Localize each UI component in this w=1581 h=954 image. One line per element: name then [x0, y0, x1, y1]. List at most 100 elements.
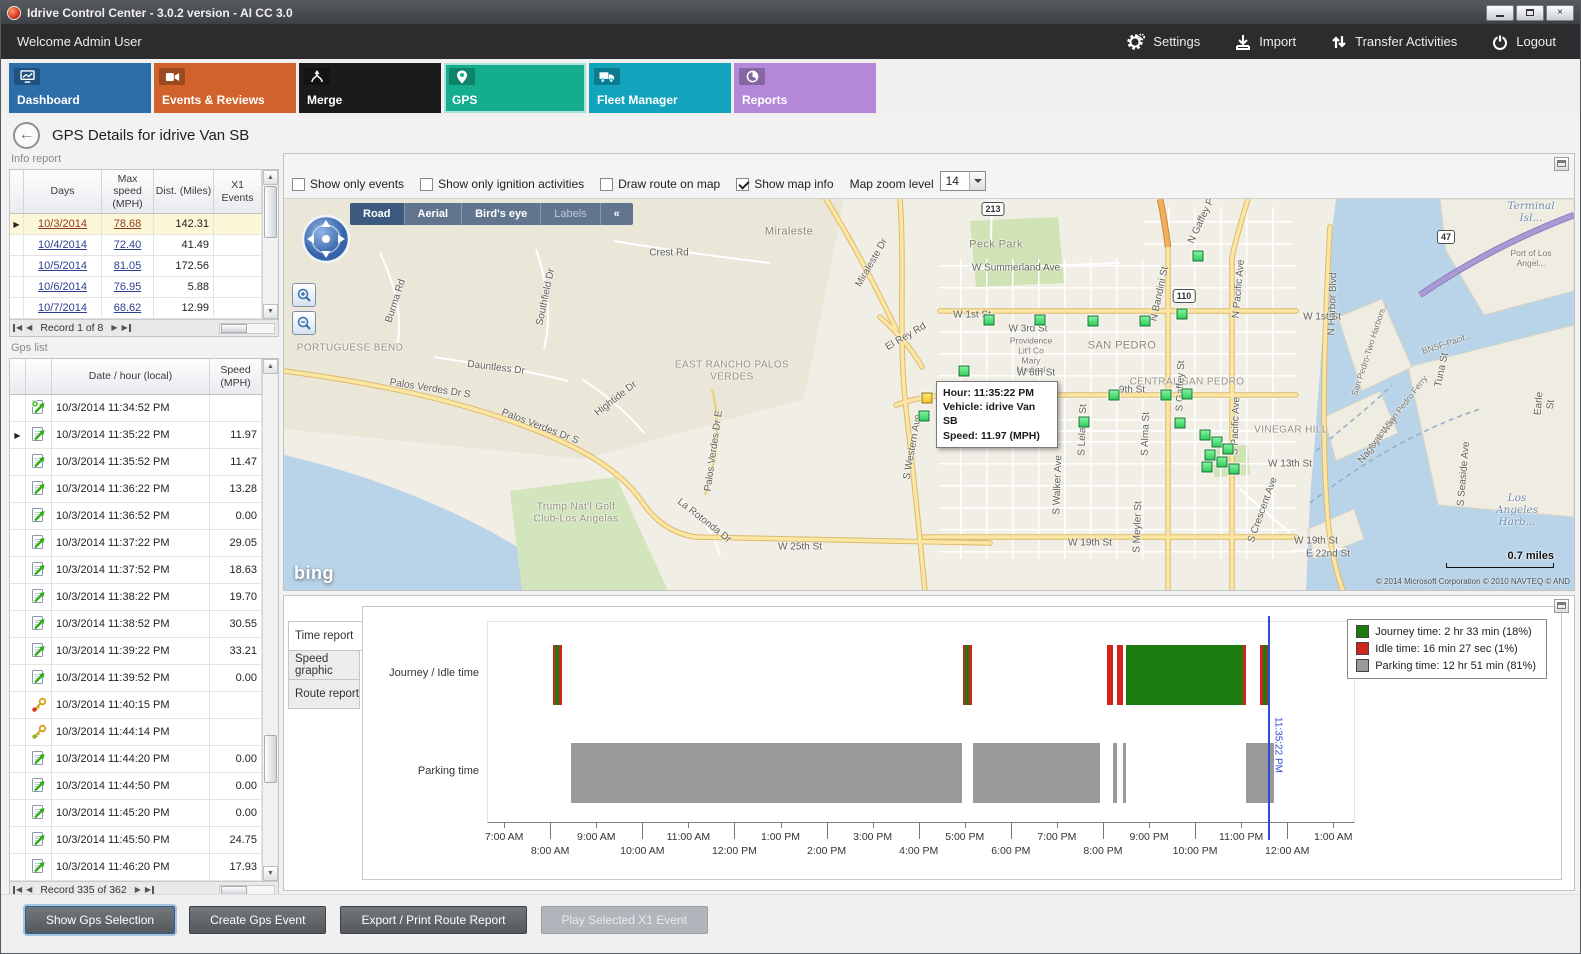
gps-marker[interactable]: [1192, 250, 1204, 262]
gps-marker[interactable]: [1139, 315, 1151, 327]
max-speed-link[interactable]: 81.05: [102, 256, 154, 276]
gps-marker[interactable]: [1216, 456, 1228, 468]
tab-fleet-manager[interactable]: Fleet Manager: [589, 63, 731, 113]
settings-button[interactable]: Settings: [1126, 32, 1200, 52]
tab-gps[interactable]: GPS: [444, 63, 586, 113]
gps-marker[interactable]: [1211, 436, 1223, 448]
gps-list-row[interactable]: 10/3/2014 11:44:14 PM: [10, 719, 278, 746]
gps-list-row[interactable]: 10/3/2014 11:37:52 PM 18.63: [10, 557, 278, 584]
gps-list-row[interactable]: ▶ 10/3/2014 11:35:22 PM 11.97: [10, 422, 278, 449]
x1-events-column-header[interactable]: X1 Events: [214, 170, 262, 213]
info-report-row[interactable]: 10/7/2014 68.62 12.99: [10, 298, 278, 319]
gps-marker[interactable]: [1199, 429, 1211, 441]
map-zoom-in-button[interactable]: [292, 283, 316, 307]
gps-marker[interactable]: [918, 410, 930, 422]
gps-list-row[interactable]: 10/3/2014 11:38:52 PM 30.55: [10, 611, 278, 638]
next-record-button[interactable]: ▶: [111, 323, 118, 332]
gps-marker[interactable]: [1176, 308, 1188, 320]
gps-marker[interactable]: [958, 365, 970, 377]
tab-time-report[interactable]: Time report: [288, 621, 362, 651]
gps-marker[interactable]: [1204, 449, 1216, 461]
map-zoom-select[interactable]: 14: [939, 171, 986, 191]
days-column-header[interactable]: Days: [24, 170, 102, 213]
gps-marker[interactable]: [1034, 314, 1046, 326]
max-speed-link[interactable]: 68.62: [102, 298, 154, 318]
prev-record-button[interactable]: ◀: [26, 885, 33, 894]
first-record-button[interactable]: ◀: [13, 886, 22, 894]
gps-list-row[interactable]: 10/3/2014 11:46:20 PM 17.93: [10, 854, 278, 881]
tab-dashboard[interactable]: Dashboard: [9, 63, 151, 113]
scroll-up-icon[interactable]: ▲: [263, 359, 278, 374]
next-record-button[interactable]: ▶: [134, 885, 141, 894]
collapse-map-panel-button[interactable]: [1554, 157, 1569, 171]
day-link[interactable]: 10/7/2014: [24, 298, 102, 318]
max-speed-link[interactable]: 76.95: [102, 277, 154, 297]
maximize-button[interactable]: [1516, 4, 1544, 21]
gps-list-row[interactable]: 10/3/2014 11:44:20 PM 0.00: [10, 746, 278, 773]
tab-merge[interactable]: Merge: [299, 63, 441, 113]
map-tab-birds-eye[interactable]: Bird's eye: [461, 203, 540, 225]
tab-route-report[interactable]: Route report: [288, 679, 360, 709]
gps-list-row[interactable]: 10/3/2014 11:36:22 PM 13.28: [10, 476, 278, 503]
gps-marker[interactable]: [1181, 388, 1193, 400]
gps-list-row[interactable]: 10/3/2014 11:36:52 PM 0.00: [10, 503, 278, 530]
back-button[interactable]: ←: [13, 121, 40, 149]
max-speed-column-header[interactable]: Max speed (MPH): [102, 170, 154, 213]
tab-speed-graphic[interactable]: Speed graphic: [288, 650, 360, 680]
scrollbar-thumb[interactable]: [221, 323, 247, 333]
day-link[interactable]: 10/3/2014: [24, 214, 102, 234]
checkbox[interactable]: [292, 177, 305, 191]
gps-marker[interactable]: [1160, 389, 1172, 401]
speed-column-header[interactable]: Speed (MPH): [210, 359, 262, 394]
horizontal-scrollbar[interactable]: [219, 322, 275, 334]
map-canvas[interactable]: Miraleste Peck Park W Summerland Ave Crest …: [284, 198, 1574, 590]
dist-column-header[interactable]: Dist. (Miles): [154, 170, 214, 213]
gps-list-row[interactable]: 10/3/2014 11:37:22 PM 29.05: [10, 530, 278, 557]
map-tab-labels[interactable]: Labels: [540, 203, 599, 225]
scroll-down-icon[interactable]: ▼: [263, 866, 278, 881]
first-record-button[interactable]: ◀: [13, 324, 22, 332]
map-option-show-only-ignition-activities[interactable]: Show only ignition activities: [420, 177, 584, 191]
logout-button[interactable]: Logout: [1491, 33, 1556, 51]
checkbox[interactable]: [600, 177, 614, 191]
gps-marker[interactable]: [1228, 463, 1240, 475]
gps-marker[interactable]: [983, 314, 995, 326]
gps-list-row[interactable]: 10/3/2014 11:38:22 PM 19.70: [10, 584, 278, 611]
info-report-row[interactable]: 10/5/2014 81.05 172.56: [10, 256, 278, 277]
scroll-down-icon[interactable]: ▼: [263, 304, 278, 319]
gps-marker[interactable]: [1087, 315, 1099, 327]
gps-marker[interactable]: [1078, 416, 1090, 428]
gps-list-row[interactable]: 10/3/2014 11:45:20 PM 0.00: [10, 800, 278, 827]
gps-list-row[interactable]: 10/3/2014 11:44:50 PM 0.00: [10, 773, 278, 800]
chevron-down-icon[interactable]: [968, 172, 985, 190]
max-speed-link[interactable]: 72.40: [102, 235, 154, 255]
prev-record-button[interactable]: ◀: [26, 323, 33, 332]
day-link[interactable]: 10/6/2014: [24, 277, 102, 297]
scroll-up-icon[interactable]: ▲: [263, 170, 278, 185]
checkbox[interactable]: [736, 177, 750, 191]
gps-list-row[interactable]: 10/3/2014 11:35:52 PM 11.47: [10, 449, 278, 476]
info-report-vertical-scrollbar[interactable]: ▲ ▼: [262, 170, 278, 319]
gps-list-row[interactable]: 10/3/2014 11:39:22 PM 33.21: [10, 638, 278, 665]
show-gps-selection-button[interactable]: Show Gps Selection: [25, 906, 176, 934]
day-link[interactable]: 10/4/2014: [24, 235, 102, 255]
create-gps-event-button[interactable]: Create Gps Event: [189, 906, 327, 934]
info-report-row[interactable]: 10/6/2014 76.95 5.88: [10, 277, 278, 298]
scrollbar-thumb[interactable]: [264, 734, 277, 783]
scrollbar-thumb[interactable]: [264, 186, 277, 238]
gps-list-row[interactable]: 10/3/2014 11:40:15 PM: [10, 692, 278, 719]
info-report-row[interactable]: 10/4/2014 72.40 41.49: [10, 235, 278, 256]
last-record-button[interactable]: ▶: [145, 886, 155, 894]
map-option-draw-route-on-map[interactable]: Draw route on map: [600, 177, 720, 191]
info-report-row[interactable]: ▶ 10/3/2014 78.68 142.31: [10, 214, 278, 235]
export-print-route-report-button[interactable]: Export / Print Route Report: [340, 906, 527, 934]
tab-events-reviews[interactable]: Events & Reviews: [154, 63, 296, 113]
map-option-show-only-events[interactable]: Show only events: [292, 177, 404, 191]
gps-marker[interactable]: [1174, 417, 1186, 429]
current-time-cursor[interactable]: [1268, 616, 1271, 840]
tab-reports[interactable]: Reports: [734, 63, 876, 113]
transfer-activities-button[interactable]: Transfer Activities: [1330, 33, 1457, 51]
map-tabs-collapse-button[interactable]: «: [599, 203, 633, 225]
gps-marker[interactable]: [1222, 443, 1234, 455]
checkbox[interactable]: [420, 177, 434, 191]
